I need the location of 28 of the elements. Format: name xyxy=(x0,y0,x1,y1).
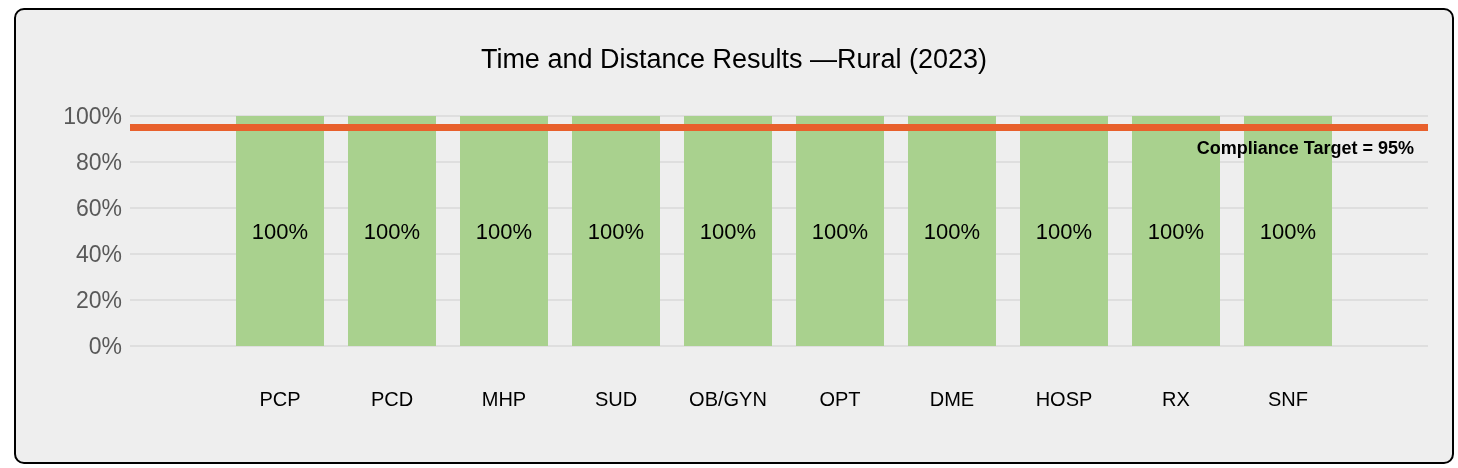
x-tick-label: SUD xyxy=(594,388,638,411)
ref-line-label: Compliance Target = 95% xyxy=(1196,138,1414,159)
x-tick-label: PCD xyxy=(370,388,414,411)
data-label: 100% xyxy=(811,218,869,244)
y-tick-label: 100% xyxy=(63,103,122,130)
chart-title: Time and Distance Results —Rural (2023) xyxy=(479,44,989,75)
data-label: 100% xyxy=(475,218,533,244)
data-label: 100% xyxy=(363,218,421,244)
x-tick-label: HOSP xyxy=(1035,388,1093,411)
y-tick-label: 80% xyxy=(75,149,122,176)
x-tick-label: SNF xyxy=(1268,388,1308,411)
data-label: 100% xyxy=(1259,218,1317,244)
data-label: 100% xyxy=(587,218,645,244)
data-label: 100% xyxy=(1035,218,1093,244)
y-tick-label: 40% xyxy=(75,241,122,268)
y-tick-label: 0% xyxy=(88,333,122,360)
x-tick-label: OPT xyxy=(819,388,861,411)
x-tick-label: PCP xyxy=(259,388,301,411)
x-tick-label: RX xyxy=(1162,388,1190,411)
data-label: 100% xyxy=(251,218,309,244)
y-tick-label: 20% xyxy=(75,287,122,314)
y-tick-label: 60% xyxy=(75,195,122,222)
x-tick-label: OB/GYN xyxy=(689,388,767,411)
data-label: 100% xyxy=(923,218,981,244)
x-tick-label: MHP xyxy=(481,388,527,411)
x-tick-label: DME xyxy=(929,388,975,411)
data-label: 100% xyxy=(699,218,757,244)
data-label: 100% xyxy=(1147,218,1205,244)
